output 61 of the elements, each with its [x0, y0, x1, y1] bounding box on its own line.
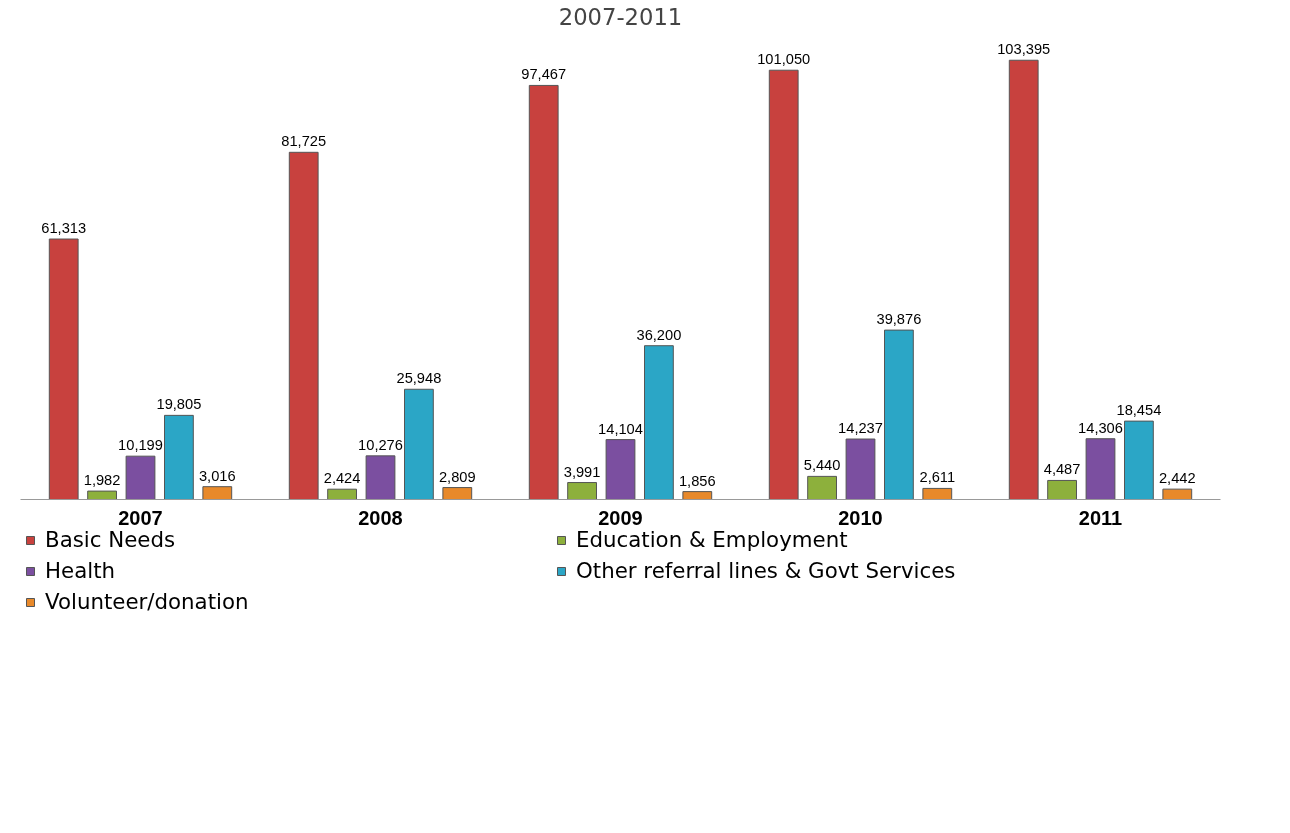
bar	[1008, 59, 1039, 500]
bar	[327, 488, 357, 500]
x-tick-label: 2007	[118, 506, 163, 529]
data-label: 4,487	[1043, 461, 1081, 478]
legend-label: Other referral lines & Govt Services	[576, 558, 957, 583]
legend-label: Education & Employment	[576, 527, 849, 552]
data-label: 3,991	[563, 463, 601, 480]
data-label: 14,237	[838, 420, 883, 437]
data-label: 101,050	[757, 51, 811, 68]
bar	[567, 482, 597, 500]
bar	[922, 487, 953, 500]
data-label: 97,467	[521, 66, 567, 83]
bar	[1162, 488, 1193, 500]
data-label: 39,876	[876, 311, 922, 328]
data-label: 3,016	[198, 467, 236, 484]
data-label: 2,809	[438, 468, 476, 485]
legend-label: Basic Needs	[45, 527, 177, 552]
bar	[48, 238, 79, 500]
bar	[202, 486, 233, 500]
bar	[87, 490, 117, 500]
bar	[644, 345, 674, 500]
bar	[682, 491, 713, 500]
bar	[1047, 479, 1077, 500]
data-label: 1,856	[678, 472, 716, 489]
x-tick-label: 2009	[598, 506, 643, 529]
data-label: 10,276	[358, 436, 403, 453]
legend-label: Volunteer/donation	[45, 589, 250, 614]
data-label: 2,611	[919, 469, 956, 486]
data-label: 61,313	[41, 220, 87, 237]
chart-title: 2007-2011	[558, 3, 683, 30]
data-label: 2,442	[1158, 470, 1196, 487]
x-tick-label: 2010	[838, 506, 883, 529]
data-label: 14,306	[1078, 419, 1123, 436]
bar	[528, 84, 559, 500]
data-label: 103,395	[997, 41, 1051, 58]
bar	[164, 414, 194, 500]
data-label: 14,104	[598, 420, 643, 437]
data-label: 81,725	[281, 133, 327, 150]
bar	[1085, 438, 1116, 500]
bar	[404, 388, 434, 500]
bar	[288, 151, 319, 500]
bar	[884, 329, 914, 500]
bar	[768, 69, 799, 500]
bar	[365, 455, 396, 500]
bar	[845, 438, 876, 500]
bar	[1124, 420, 1154, 500]
bar	[442, 487, 473, 500]
data-label: 10,199	[118, 437, 163, 454]
bar	[807, 475, 837, 500]
legend-label: Health	[45, 558, 117, 583]
data-label: 5,440	[803, 457, 841, 474]
data-label: 19,805	[156, 396, 202, 413]
bar	[125, 455, 156, 500]
data-label: 1,982	[83, 472, 121, 489]
x-tick-label: 2008	[358, 506, 403, 529]
data-label: 2,424	[323, 470, 361, 487]
data-label: 18,454	[1116, 402, 1162, 419]
bar	[605, 439, 636, 500]
data-label: 36,200	[636, 326, 682, 343]
x-tick-label: 2011	[1078, 506, 1123, 529]
data-label: 25,948	[396, 370, 442, 387]
